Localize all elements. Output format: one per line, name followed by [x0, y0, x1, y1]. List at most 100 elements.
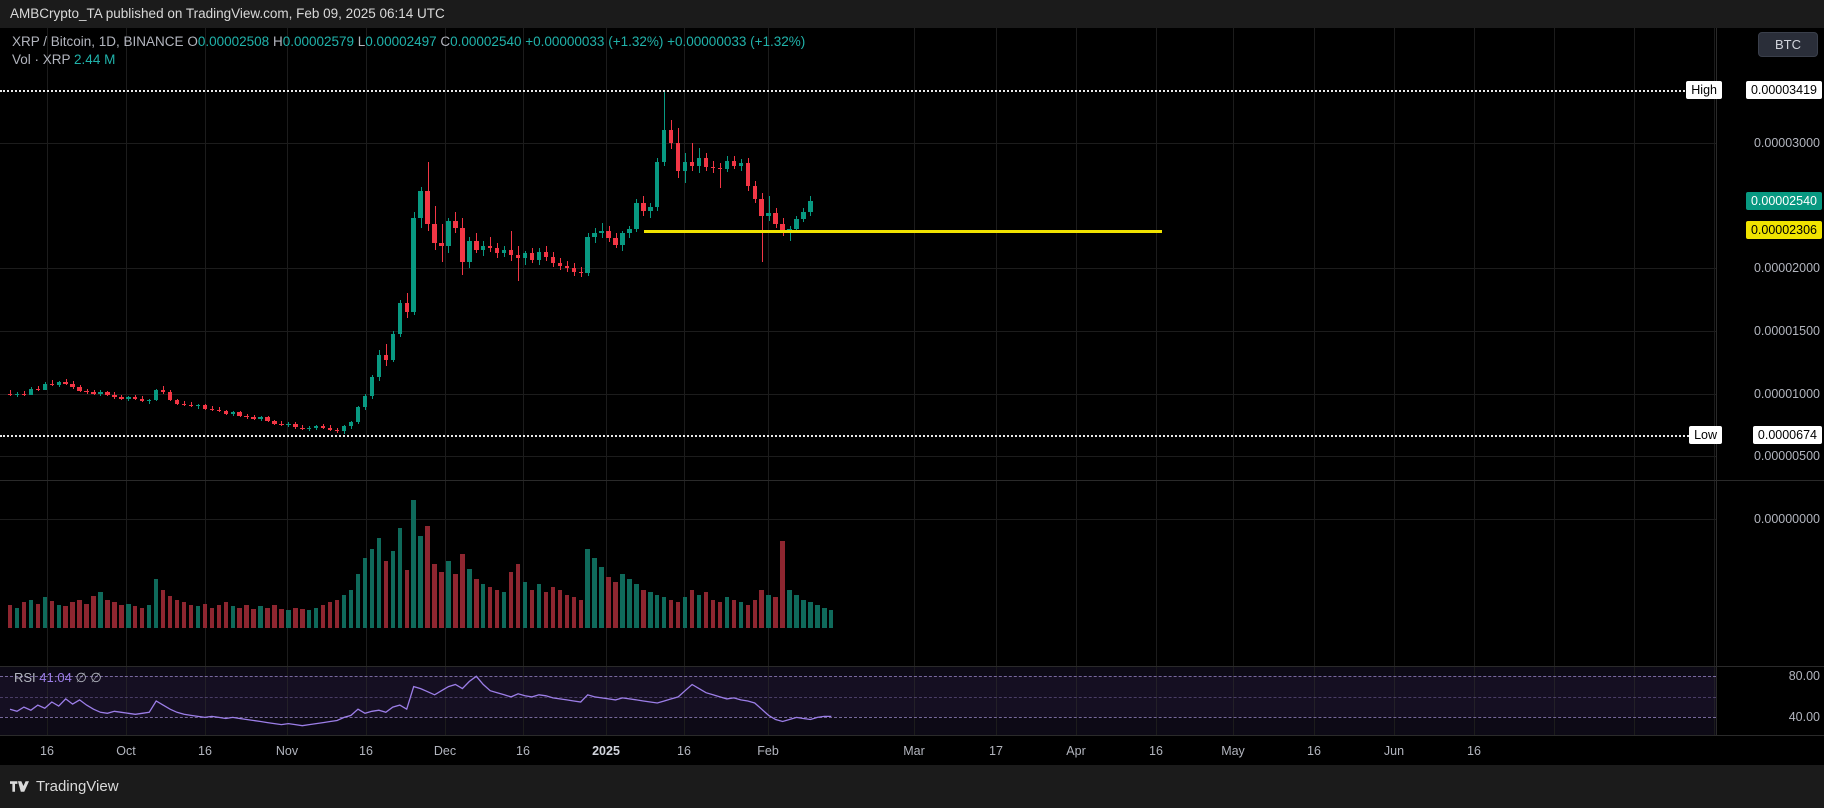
last-price-label: 0.00002540: [1745, 191, 1822, 210]
time-axis-tick: Apr: [1066, 744, 1086, 758]
support-price-label[interactable]: 0.00002306: [1745, 220, 1822, 239]
grid-line-vertical: [1076, 666, 1077, 738]
rsi-legend-extra-2: ∅: [90, 670, 102, 685]
candle-body: [501, 249, 507, 254]
time-axis[interactable]: 16 Oct 16 Nov 16 Dec 16 2025 16 Feb Mar 17 Apr 16 May 1…: [0, 735, 1824, 765]
candle-body: [327, 427, 333, 430]
volume-bar: [244, 604, 249, 628]
grid-line-vertical: [1714, 28, 1715, 480]
candle-body: [70, 383, 75, 388]
volume-bar: [655, 594, 660, 628]
price-axis-tick: 0.00000000: [1753, 512, 1820, 526]
grid-line-vertical: [205, 480, 206, 666]
grid-line-vertical: [1156, 480, 1157, 666]
rsi-middle-line: [0, 696, 1716, 698]
grid-line-vertical: [1314, 28, 1315, 480]
candle-body: [126, 397, 131, 399]
candle-body: [592, 233, 597, 237]
time-axis-tick: 16: [1149, 744, 1163, 758]
volume-bar: [675, 602, 681, 628]
volume-legend-title[interactable]: Vol · XRP: [12, 52, 71, 67]
candle-body: [153, 389, 159, 400]
candle-body: [77, 387, 82, 392]
candle-body: [195, 404, 201, 407]
time-axis-tick: Nov: [275, 744, 299, 758]
volume-bar: [119, 604, 124, 628]
volume-bar: [355, 574, 361, 628]
candle-body: [341, 426, 347, 432]
volume-bar: [522, 581, 528, 628]
rsi-upper-band-line: [0, 676, 1716, 678]
volume-bar: [174, 599, 180, 628]
candle-body: [439, 243, 444, 246]
candle-body: [703, 158, 709, 167]
price-axis[interactable]: BTC 0.00003000 0.00002000 0.00001500 0.0000…: [1686, 28, 1824, 765]
price-pane[interactable]: XRP / Bitcoin, 1D, BINANCE O0.00002508 H…: [0, 28, 1716, 480]
candle-body: [334, 430, 340, 432]
candle-wick: [288, 422, 289, 428]
currency-badge[interactable]: BTC: [1758, 32, 1818, 57]
candle-body: [578, 272, 583, 274]
candle-body: [710, 166, 716, 169]
publisher-bar: AMBCrypto_TA published on TradingView.co…: [0, 0, 1824, 28]
volume-bar: [808, 602, 813, 628]
grid-line-vertical: [684, 28, 685, 480]
price-legend: XRP / Bitcoin, 1D, BINANCE O0.00002508 H…: [12, 34, 805, 49]
volume-bar: [195, 606, 201, 628]
tradingview-logo[interactable]: TradingView: [10, 778, 119, 795]
legend-close-label: C: [440, 34, 451, 49]
rsi-legend-value: 41.04: [39, 670, 72, 685]
grid-line-vertical: [445, 28, 446, 480]
volume-bar: [307, 610, 312, 628]
grid-line-vertical: [287, 28, 288, 480]
candle-body: [14, 393, 20, 395]
price-axis-tick: 0.00001000: [1753, 386, 1820, 401]
candle-body: [752, 185, 757, 200]
volume-bar: [446, 561, 451, 628]
grid-line-vertical: [1474, 480, 1475, 666]
candle-body: [738, 163, 743, 166]
candle-body: [244, 416, 249, 418]
legend-symbol[interactable]: XRP / Bitcoin, 1D, BINANCE: [12, 34, 184, 49]
candle-body: [160, 389, 166, 393]
grid-line-vertical: [126, 666, 127, 738]
candle-body: [529, 253, 535, 260]
volume-bar: [160, 589, 166, 628]
volume-bar: [70, 602, 75, 628]
support-trendline[interactable]: [644, 229, 1162, 233]
candle-body: [599, 230, 604, 234]
rsi-legend-title[interactable]: RSI: [14, 670, 36, 685]
volume-bar: [557, 589, 563, 628]
grid-line-vertical: [1233, 480, 1234, 666]
volume-pane[interactable]: [0, 434, 1716, 666]
candle-body: [237, 412, 242, 417]
legend-high-label: H: [272, 34, 283, 49]
time-axis-tick: Jun: [1383, 744, 1405, 758]
volume-bar: [230, 606, 235, 628]
candle-body: [425, 190, 430, 225]
chart-area[interactable]: XRP / Bitcoin, 1D, BINANCE O0.00002508 H…: [0, 28, 1824, 765]
candle-body: [272, 421, 277, 424]
time-axis-tick: 17: [989, 744, 1003, 758]
rsi-line-series: [9, 675, 832, 727]
candle-body: [641, 203, 646, 211]
candle-body: [606, 230, 611, 239]
volume-bar: [84, 603, 89, 628]
candle-body: [780, 224, 785, 232]
volume-bar: [265, 607, 270, 628]
volume-bar: [63, 606, 68, 628]
volume-bar: [474, 579, 479, 628]
candle-body: [307, 427, 312, 429]
volume-bar: [112, 602, 117, 628]
axis-pane-separator: [1717, 480, 1824, 481]
candle-wick: [135, 394, 136, 400]
rsi-pane[interactable]: RSI 41.04 ∅ ∅: [0, 666, 1716, 738]
candle-body: [390, 333, 395, 360]
candle-body: [223, 411, 228, 414]
candle-body: [21, 393, 27, 395]
candle-wick: [87, 388, 88, 394]
candle-wick: [762, 193, 763, 263]
price-axis-tick: 0.00001500: [1753, 324, 1820, 338]
volume-bar: [300, 608, 305, 628]
candle-body: [418, 190, 423, 219]
